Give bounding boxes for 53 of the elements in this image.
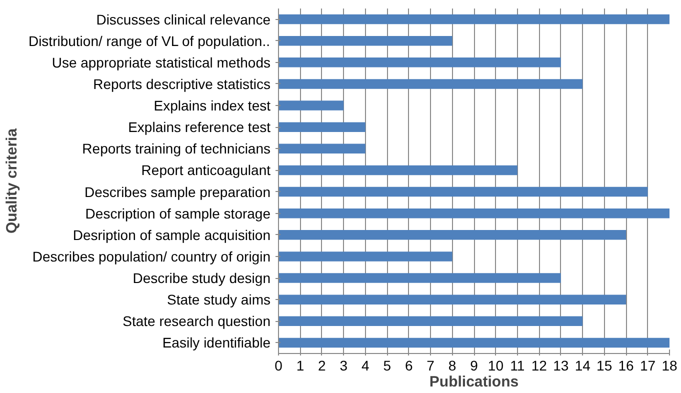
x-tick-label: 2 (318, 358, 326, 374)
y-tick-label: Easily identifiable (162, 334, 271, 351)
y-tick-label: Explains reference test (128, 119, 271, 136)
x-tick-label: 4 (361, 358, 370, 374)
bar (278, 100, 344, 110)
bar (278, 294, 626, 304)
x-tick-label: 15 (596, 358, 612, 374)
bar (278, 252, 452, 262)
bar (278, 144, 366, 154)
y-tick-label: Explains index test (154, 98, 271, 114)
x-tick-label: 6 (404, 358, 413, 374)
x-tick-label: 10 (488, 358, 504, 374)
x-tick-label: 11 (510, 358, 525, 374)
x-tick-label: 13 (553, 358, 569, 374)
y-tick-label: State research question (122, 313, 271, 330)
bar (278, 230, 626, 240)
x-tick-label: 12 (531, 358, 548, 374)
bar (278, 316, 583, 326)
bar (278, 79, 583, 89)
x-tick-label: 1 (296, 358, 304, 374)
y-tick-label: State study aims (167, 292, 271, 308)
y-tick-label: Describes sample preparation (84, 184, 271, 200)
y-tick-label: Reports training of technicians (82, 140, 271, 157)
bar (278, 273, 561, 283)
x-tick-label: 3 (340, 358, 348, 374)
x-axis-title: Publications (429, 374, 519, 390)
x-tick-label: 17 (640, 358, 656, 374)
y-tick-label: Distribution/ range of VL of population.. (28, 32, 270, 49)
x-tick-label: 5 (383, 358, 392, 374)
x-tick-label: 14 (574, 358, 591, 374)
bar (278, 186, 648, 197)
y-tick-label: Desription of sample acquisition (72, 226, 270, 243)
bar (278, 58, 561, 68)
y-tick-label: Describes population/ country of origin (32, 248, 271, 264)
y-tick-label: Use appropriate statistical methods (52, 54, 271, 70)
y-axis-title: Quality criteria (3, 128, 20, 234)
y-tick-label: Reports descriptive statistics (93, 76, 271, 92)
y-tick-label: Discusses clinical relevance (96, 11, 271, 28)
bar (278, 338, 670, 348)
bar (278, 122, 366, 132)
x-tick-label: 7 (426, 358, 435, 374)
x-tick-label: 9 (470, 358, 478, 374)
x-tick-label: 0 (274, 358, 283, 374)
bar (278, 36, 452, 46)
bar (278, 208, 670, 218)
x-tick-label: 18 (662, 358, 678, 374)
y-tick-label: Describe study design (132, 270, 271, 286)
y-tick-label: Description of sample storage (85, 205, 271, 222)
x-tick-label: 16 (618, 358, 634, 374)
y-tick-label: Report anticoagulant (141, 162, 271, 178)
bar (278, 14, 670, 24)
bar (278, 165, 518, 176)
x-tick-label: 8 (448, 358, 456, 374)
